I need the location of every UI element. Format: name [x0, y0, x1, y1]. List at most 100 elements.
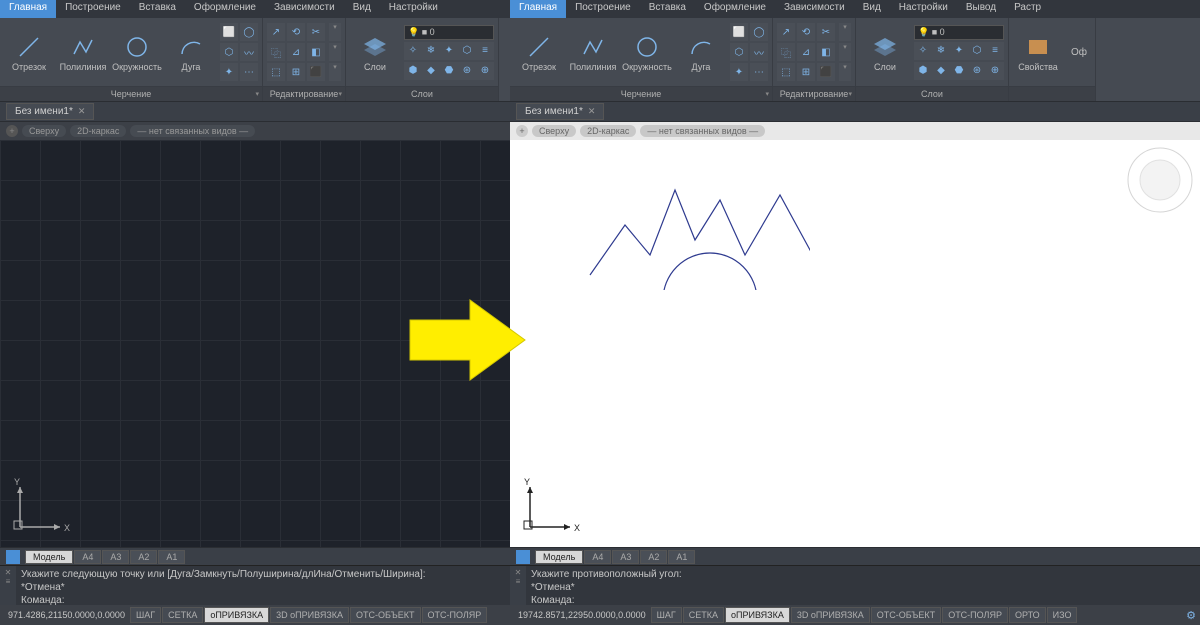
layout-tab[interactable]: A2	[640, 550, 667, 564]
small-tool[interactable]: ✂	[817, 23, 835, 41]
status-toggle[interactable]: СЕТКА	[683, 607, 724, 623]
small-tool[interactable]: 〰	[750, 43, 768, 61]
view-orientation[interactable]: Сверху	[532, 125, 576, 137]
small-tool[interactable]: ✦	[950, 42, 968, 60]
view-style[interactable]: 2D-каркас	[70, 125, 126, 137]
settings-icon[interactable]: ⚙	[1186, 609, 1196, 622]
small-tool[interactable]: ⊞	[797, 63, 815, 81]
small-tool[interactable]: ⊿	[797, 43, 815, 61]
small-tool[interactable]: ▾	[329, 43, 341, 61]
status-toggle[interactable]: ОТС-ПОЛЯР	[422, 607, 488, 623]
small-tool[interactable]: ⬜	[220, 23, 238, 41]
small-tool[interactable]: ✂	[307, 23, 325, 41]
layout-tab[interactable]: A1	[668, 550, 695, 564]
small-tool[interactable]: ◆	[422, 62, 440, 80]
view-linked[interactable]: — нет связанных видов —	[130, 125, 255, 137]
status-toggle[interactable]: ОТС-ОБЪЕКТ	[871, 607, 941, 623]
menu-item[interactable]: Зависимости	[775, 0, 854, 18]
layout-tab[interactable]: A3	[102, 550, 129, 564]
small-tool[interactable]: ▾	[839, 43, 851, 61]
status-toggle[interactable]: 3D оПРИВЯЗКА	[791, 607, 870, 623]
small-tool[interactable]: ⬢	[404, 62, 422, 80]
model-icon[interactable]	[516, 550, 530, 564]
menu-item[interactable]: Зависимости	[265, 0, 344, 18]
status-toggle[interactable]: ШАГ	[130, 607, 161, 623]
menu-item[interactable]: Вставка	[130, 0, 185, 18]
doc-tab[interactable]: Без имени1*✕	[6, 103, 94, 120]
small-tool[interactable]: ◯	[240, 23, 258, 41]
small-tool[interactable]: ⬜	[730, 23, 748, 41]
status-toggle[interactable]: ШАГ	[651, 607, 682, 623]
close-icon[interactable]: ✕	[588, 106, 596, 117]
model-icon[interactable]	[6, 550, 20, 564]
small-tool[interactable]: ⬣	[950, 62, 968, 80]
small-tool[interactable]: ⋯	[240, 63, 258, 81]
small-tool[interactable]: ▾	[839, 23, 851, 41]
small-tool[interactable]: ▾	[329, 23, 341, 41]
tool-circle[interactable]: Окружность	[112, 31, 162, 73]
status-toggle-osnap[interactable]: оПРИВЯЗКА	[204, 607, 269, 623]
layout-tab-model[interactable]: Модель	[535, 550, 583, 564]
small-tool[interactable]: ⊛	[968, 62, 986, 80]
small-tool[interactable]: ▾	[839, 63, 851, 81]
menu-item[interactable]: Вид	[854, 0, 890, 18]
menu-item[interactable]: Построение	[56, 0, 130, 18]
status-toggle[interactable]: 3D оПРИВЯЗКА	[270, 607, 349, 623]
small-tool[interactable]: ◆	[932, 62, 950, 80]
small-tool[interactable]: ❄	[422, 42, 440, 60]
small-tool[interactable]: ⊞	[287, 63, 305, 81]
small-tool[interactable]: ⬡	[458, 42, 476, 60]
tool-circle[interactable]: Окружность	[622, 31, 672, 73]
viewport-add[interactable]: +	[6, 125, 18, 137]
small-tool[interactable]: ⟲	[287, 23, 305, 41]
small-tool[interactable]: ⊿	[287, 43, 305, 61]
small-tool[interactable]: ✦	[730, 63, 748, 81]
small-tool[interactable]: ⬣	[440, 62, 458, 80]
doc-tab[interactable]: Без имени1*✕	[516, 103, 604, 120]
tool-line[interactable]: Отрезок	[4, 31, 54, 73]
layer-combo[interactable]: 💡 ■ 0	[404, 25, 494, 40]
command-line[interactable]: ✕≡ Укажите противоположный угол:*Отмена*…	[510, 565, 1200, 605]
tool-line[interactable]: Отрезок	[514, 31, 564, 73]
menu-item[interactable]: Вставка	[640, 0, 695, 18]
small-tool[interactable]: ⬢	[914, 62, 932, 80]
small-tool[interactable]: ◧	[307, 43, 325, 61]
command-line[interactable]: ✕≡ Укажите следующую точку или [Дуга/Зам…	[0, 565, 510, 605]
small-tool[interactable]: ✦	[220, 63, 238, 81]
menu-item[interactable]: Построение	[566, 0, 640, 18]
menu-item-home[interactable]: Главная	[510, 0, 566, 18]
view-linked[interactable]: — нет связанных видов —	[640, 125, 765, 137]
small-tool[interactable]: ⊕	[476, 62, 494, 80]
layout-tab[interactable]: A3	[612, 550, 639, 564]
menu-item[interactable]: Растр	[1005, 0, 1050, 18]
small-tool[interactable]: ◧	[817, 43, 835, 61]
close-icon[interactable]: ✕	[5, 568, 12, 577]
small-tool[interactable]: ↗	[267, 23, 285, 41]
small-tool[interactable]: ✧	[914, 42, 932, 60]
viewcube-icon[interactable]	[1125, 145, 1195, 215]
small-tool[interactable]: ⬛	[307, 63, 325, 81]
layout-tab[interactable]: A1	[158, 550, 185, 564]
menu-item[interactable]: Вывод	[957, 0, 1005, 18]
small-tool[interactable]: 〰	[240, 43, 258, 61]
close-icon[interactable]: ✕	[78, 106, 86, 117]
status-toggle[interactable]: СЕТКА	[162, 607, 203, 623]
small-tool[interactable]: ⬡	[730, 43, 748, 61]
layout-tab[interactable]: A2	[130, 550, 157, 564]
small-tool[interactable]: ⬚	[267, 63, 285, 81]
small-tool[interactable]: ⿻	[777, 43, 795, 61]
tool-properties[interactable]: Свойства	[1013, 31, 1063, 73]
small-tool[interactable]: ⟲	[797, 23, 815, 41]
close-icon[interactable]: ✕	[515, 568, 522, 577]
small-tool[interactable]: ◯	[750, 23, 768, 41]
layout-tab-model[interactable]: Модель	[25, 550, 73, 564]
small-tool[interactable]: ≡	[476, 42, 494, 60]
view-orientation[interactable]: Сверху	[22, 125, 66, 137]
status-toggle[interactable]: ОТС-ПОЛЯР	[942, 607, 1008, 623]
layout-tab[interactable]: A4	[584, 550, 611, 564]
viewport-add[interactable]: +	[516, 125, 528, 137]
view-style[interactable]: 2D-каркас	[580, 125, 636, 137]
small-tool[interactable]: ⬛	[817, 63, 835, 81]
small-tool[interactable]: ⬡	[968, 42, 986, 60]
menu-item[interactable]: Оформление	[695, 0, 775, 18]
